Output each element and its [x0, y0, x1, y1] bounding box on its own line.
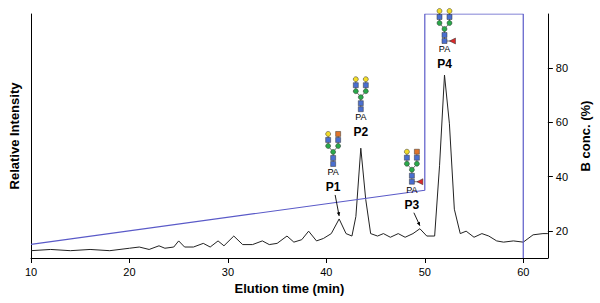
svg-text:40: 40 [320, 266, 332, 278]
svg-text:PA: PA [439, 44, 450, 54]
svg-text:Relative Intensity: Relative Intensity [7, 82, 22, 190]
svg-text:P2: P2 [353, 125, 368, 139]
svg-text:30: 30 [222, 266, 234, 278]
svg-text:P3: P3 [405, 198, 420, 212]
svg-text:80: 80 [556, 62, 568, 74]
svg-text:20: 20 [556, 225, 568, 237]
svg-text:PA: PA [406, 185, 417, 195]
svg-text:Elution time (min): Elution time (min) [235, 281, 345, 296]
svg-text:10: 10 [25, 266, 37, 278]
svg-text:P1: P1 [326, 180, 341, 194]
svg-text:60: 60 [556, 116, 568, 128]
svg-text:20: 20 [123, 266, 135, 278]
svg-text:50: 50 [419, 266, 431, 278]
svg-text:PA: PA [327, 167, 338, 177]
svg-text:P4: P4 [437, 57, 452, 71]
svg-text:PA: PA [355, 112, 366, 122]
svg-text:40: 40 [556, 171, 568, 183]
svg-text:60: 60 [517, 266, 529, 278]
svg-text:B conc. (%): B conc. (%) [578, 101, 593, 172]
